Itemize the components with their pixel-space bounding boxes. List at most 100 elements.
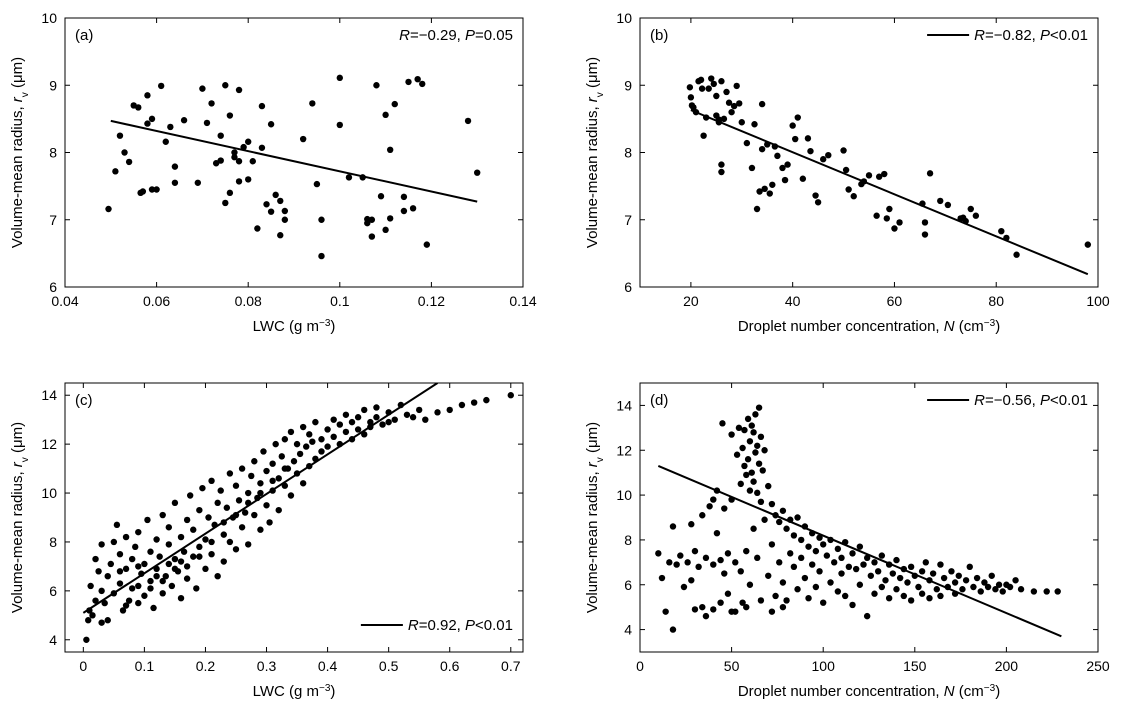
data-point xyxy=(110,538,118,546)
y-tick-label: 8 xyxy=(49,145,57,161)
data-point xyxy=(737,480,744,488)
data-point xyxy=(735,424,743,432)
data-point xyxy=(807,147,814,155)
data-point xyxy=(907,563,915,571)
x-tick-label: 0.12 xyxy=(418,293,445,309)
data-point xyxy=(470,399,478,406)
plot-frame xyxy=(64,382,524,653)
data-point xyxy=(966,563,973,571)
data-point xyxy=(779,507,787,514)
y-tick-label: 6 xyxy=(49,583,57,599)
data-point xyxy=(801,574,809,582)
data-point xyxy=(382,226,389,234)
data-point xyxy=(738,119,745,126)
data-point xyxy=(666,559,673,566)
data-point xyxy=(373,404,380,411)
data-point xyxy=(116,550,124,558)
data-point xyxy=(926,595,933,602)
data-point xyxy=(779,164,786,172)
data-point xyxy=(415,406,423,414)
data-point xyxy=(446,406,453,414)
data-point xyxy=(752,449,759,456)
x-tick-label: 0.1 xyxy=(135,658,155,674)
data-point xyxy=(208,100,215,107)
data-point xyxy=(718,168,725,176)
data-point xyxy=(177,558,185,565)
data-point xyxy=(409,414,417,421)
data-point xyxy=(98,587,105,595)
data-point xyxy=(128,585,136,592)
data-point xyxy=(697,76,705,84)
data-point xyxy=(718,78,725,85)
data-point xyxy=(863,612,871,620)
data-point xyxy=(951,579,959,586)
data-point xyxy=(757,597,765,604)
data-point xyxy=(132,543,139,551)
data-point xyxy=(705,85,712,92)
data-point xyxy=(379,421,386,428)
data-point xyxy=(695,563,702,571)
data-point xyxy=(144,120,151,127)
data-point xyxy=(710,606,717,613)
data-point xyxy=(458,401,466,409)
data-point xyxy=(193,585,200,592)
plot-frame xyxy=(64,17,524,288)
data-point xyxy=(153,572,160,580)
data-point xyxy=(254,225,261,232)
data-point xyxy=(700,132,707,139)
data-point xyxy=(373,82,380,89)
data-point xyxy=(834,588,842,595)
data-point xyxy=(159,577,166,585)
data-point xyxy=(687,94,695,101)
data-point xyxy=(249,158,256,165)
data-point xyxy=(1012,577,1019,584)
data-point xyxy=(135,563,142,570)
data-point xyxy=(165,524,173,531)
data-point xyxy=(809,561,816,568)
data-point xyxy=(733,451,741,458)
data-point xyxy=(147,577,154,585)
data-point xyxy=(245,176,252,183)
data-point xyxy=(116,132,124,139)
data-point xyxy=(299,480,307,487)
data-point xyxy=(929,570,937,577)
data-point xyxy=(240,143,247,151)
data-point xyxy=(162,572,169,580)
data-point xyxy=(710,80,717,88)
data-point xyxy=(820,541,827,548)
data-point xyxy=(186,492,194,499)
data-point xyxy=(104,572,111,580)
data-point xyxy=(336,121,343,129)
fit-line xyxy=(82,383,439,614)
data-point xyxy=(368,216,376,223)
data-point xyxy=(755,460,763,467)
data-point xyxy=(147,585,154,592)
data-point xyxy=(336,74,343,82)
data-point xyxy=(287,428,295,436)
data-point xyxy=(92,555,99,563)
data-point xyxy=(761,516,768,523)
data-point xyxy=(214,572,221,580)
x-axis-label: LWC (g m−3) xyxy=(253,318,336,336)
data-point xyxy=(368,233,376,240)
data-point xyxy=(841,592,849,600)
data-point xyxy=(783,597,790,604)
data-point xyxy=(177,533,185,541)
panel-label: (d) xyxy=(650,392,668,409)
data-point xyxy=(135,528,142,536)
x-tick-label: 0.4 xyxy=(318,658,338,674)
data-point xyxy=(728,108,735,116)
data-point xyxy=(728,431,735,438)
plot-frame xyxy=(639,17,1099,288)
x-tick-label: 50 xyxy=(724,658,740,674)
data-point xyxy=(258,102,266,110)
data-point xyxy=(345,174,353,181)
x-tick-label: 0.6 xyxy=(440,658,460,674)
data-point xyxy=(702,554,710,562)
data-point xyxy=(677,552,684,559)
data-point xyxy=(794,586,801,593)
data-point xyxy=(673,561,680,568)
data-point xyxy=(721,505,728,512)
y-tick-label: 8 xyxy=(624,145,632,161)
data-point xyxy=(893,586,900,593)
